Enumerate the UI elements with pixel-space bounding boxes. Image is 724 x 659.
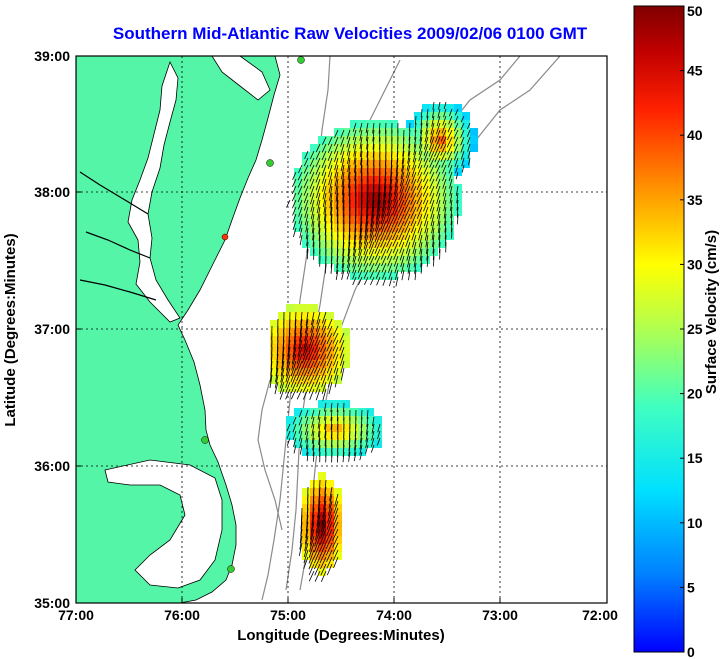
potomac-river: [79, 171, 149, 215]
y-tick-label: 38:00: [34, 184, 70, 200]
colorbar-tick-label: 35: [687, 192, 703, 208]
colorbar-tick-label: 0: [687, 644, 695, 659]
station-marker-3: [221, 233, 229, 241]
x-tick-label: 76:00: [164, 607, 200, 623]
colorbar-tick-label: 5: [687, 579, 695, 595]
colorbar-tick-label: 50: [687, 3, 703, 19]
x-tick-label: 73:00: [482, 607, 518, 623]
colorbar-tick-label: 30: [687, 256, 703, 272]
station-marker-5: [227, 565, 235, 573]
axis-ticks: [75, 55, 608, 604]
colorbar-tick-label: 25: [687, 321, 703, 337]
colorbar-tick-label: 45: [687, 63, 703, 79]
chesapeake-bay: [127, 60, 181, 323]
y-tick-label: 35:00: [34, 595, 70, 611]
rappahannock-river: [85, 231, 151, 259]
colorbar-tick-label: 10: [687, 515, 703, 531]
y-tick-label: 36:00: [34, 458, 70, 474]
map-title: Southern Mid-Atlantic Raw Velocities 200…: [112, 24, 588, 43]
station-marker-1: [297, 56, 305, 64]
station-marker-2: [266, 159, 274, 167]
y-axis-label: Latitude (Degrees:Minutes): [2, 233, 19, 426]
y-tick-label: 37:00: [34, 321, 70, 337]
velocity-vectors: [269, 101, 471, 582]
station-marker-4: [201, 436, 209, 444]
colorbar-tick-label: 40: [687, 127, 703, 143]
x-tick-label: 75:00: [270, 607, 306, 623]
colorbar-tick-label: 20: [687, 386, 703, 402]
x-tick-label: 77:00: [58, 607, 94, 623]
delaware-bay: [211, 56, 271, 101]
x-axis-label: Longitude (Degrees:Minutes): [237, 627, 445, 644]
y-tick-label: 39:00: [34, 48, 70, 64]
colorbar-tick-label: 15: [687, 450, 703, 466]
x-tick-label: 74:00: [376, 607, 412, 623]
x-tick-label: 72:00: [582, 607, 618, 623]
york-james-river: [79, 279, 157, 301]
colorbar-label: Surface Velocity (cm/s): [703, 230, 720, 394]
pamlico-sound: [104, 459, 223, 589]
colorbar: [633, 5, 685, 653]
